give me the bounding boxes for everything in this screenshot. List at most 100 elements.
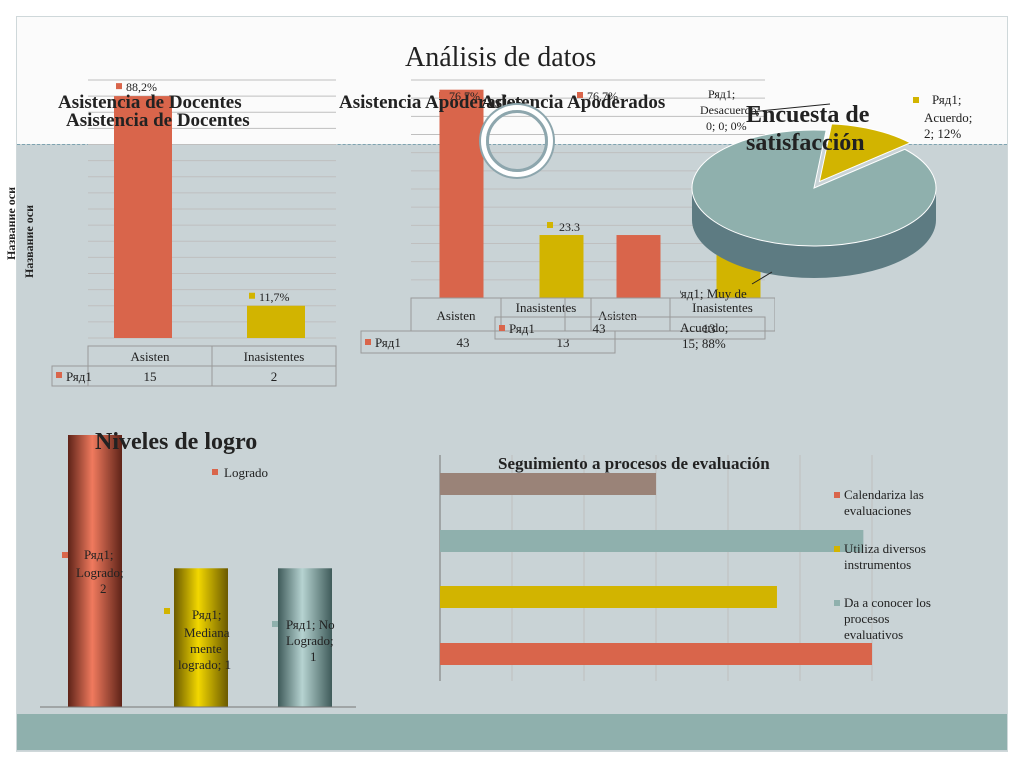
axis-label-vertical-2: Название оси bbox=[22, 204, 36, 278]
chart-logro: Niveles de logroLogradoРяд1;Logrado;2Ряд… bbox=[40, 429, 356, 708]
bar-1 bbox=[616, 235, 661, 298]
data-label: Ряд1; No bbox=[286, 617, 335, 632]
bar-3 bbox=[440, 473, 656, 495]
table-legend-key bbox=[56, 372, 62, 378]
leader-line bbox=[749, 103, 831, 113]
table-legend-key bbox=[499, 325, 505, 331]
data-label: Logrado; bbox=[286, 633, 334, 648]
data-label: Logrado; bbox=[76, 565, 124, 580]
data-label: Ряд1; bbox=[84, 547, 113, 562]
bar-1 bbox=[440, 586, 777, 608]
data-label: 76,7% bbox=[587, 89, 618, 103]
data-label: logrado; 1 bbox=[178, 657, 231, 672]
bar-1 bbox=[247, 305, 305, 338]
table-cell-value: 43 bbox=[593, 321, 606, 336]
pie-slice-1 bbox=[818, 123, 912, 183]
pie-side bbox=[692, 188, 936, 278]
bar-0 bbox=[440, 643, 872, 665]
bar-2 bbox=[278, 568, 332, 707]
chart-title: Asistencia de Docentes bbox=[58, 92, 242, 113]
legend-key-logrado bbox=[212, 469, 218, 475]
data-label-marker bbox=[577, 92, 583, 98]
slice-label-muy-acuerdo: Ряд1; Muy de bbox=[680, 286, 747, 301]
legend-key bbox=[834, 492, 840, 498]
legend-entry: Da a conocer los bbox=[844, 595, 931, 610]
table-cell-value: 13 bbox=[703, 321, 716, 336]
chart-title: satisfacción bbox=[746, 130, 865, 156]
bar-2 bbox=[440, 530, 864, 552]
data-label-marker bbox=[547, 222, 553, 228]
data-label: 2 bbox=[100, 581, 107, 596]
slice-label-acuerdo: 2; 12% bbox=[924, 126, 961, 141]
slice-label-acuerdo: Acuerdo; bbox=[924, 110, 972, 125]
table-category-label: Inasistentes bbox=[244, 349, 305, 364]
slice-label-muy-acuerdo: 15; 88% bbox=[682, 336, 726, 351]
chart-title: Niveles de logro bbox=[95, 429, 257, 455]
table-series-name: Ряд1 bbox=[66, 369, 92, 384]
footer-bar bbox=[17, 714, 1007, 750]
data-label-marker bbox=[272, 621, 278, 627]
legend-entry: instrumentos bbox=[844, 557, 911, 572]
table-series-name: Ряд1 bbox=[375, 335, 401, 350]
slice-label-desacuerdo: Ряд1; bbox=[708, 87, 735, 101]
bar-secondary-0 bbox=[539, 235, 584, 298]
chart-title: Seguimiento a procesos de evaluación bbox=[498, 454, 770, 473]
legend-entry: Calendariza las bbox=[844, 487, 924, 502]
table-data-row-2 bbox=[494, 316, 766, 340]
data-label: 23.3 bbox=[559, 220, 580, 234]
leader-line bbox=[751, 271, 773, 285]
legend-entry: Utiliza diversos bbox=[844, 541, 926, 556]
chart-encuesta: Ряд1;Desacuerdo;0; 0; 0%Ряд1;Acuerdo;2; … bbox=[680, 87, 972, 351]
legend-key bbox=[834, 546, 840, 552]
table-legend-key bbox=[365, 339, 371, 345]
table-category-label: Inasistentes bbox=[692, 300, 753, 315]
data-label: Mediana bbox=[184, 625, 230, 640]
pie-slice-2 bbox=[691, 129, 937, 247]
table-cell-value: 2 bbox=[271, 369, 278, 384]
data-label-marker bbox=[116, 83, 122, 90]
chart-title-shadow: Asistencia de Docentes bbox=[66, 110, 250, 131]
slice-label-muy-acuerdo: Acuerdo; bbox=[680, 320, 728, 335]
table-cell-value: 13 bbox=[557, 335, 570, 350]
data-label-marker bbox=[439, 92, 445, 98]
chart-apoderados: 76,7%76,7%23.323.3AsistenInasistentesAsi… bbox=[339, 79, 775, 354]
slide-title: Análisis de datos bbox=[405, 42, 597, 73]
slice-label-desacuerdo: Desacuerdo; bbox=[700, 103, 760, 117]
data-label: 88,2% bbox=[126, 80, 157, 94]
data-label: mente bbox=[190, 641, 222, 656]
bar-0 bbox=[114, 96, 172, 338]
legend-entry: procesos bbox=[844, 611, 890, 626]
chart-title-shadow: Asistencia Apoderados bbox=[481, 92, 665, 113]
legend-entry: evaluativos bbox=[844, 627, 903, 642]
axis-label-vertical: Название оси bbox=[4, 186, 18, 260]
slice-label-acuerdo: Ряд1; bbox=[932, 92, 961, 107]
table-data-row bbox=[51, 365, 337, 387]
chart-docentes: 88,2% 11,7% Asisten 15 Inasistentes 2 Ряд1 Asis… bbox=[51, 79, 337, 387]
bar-0 bbox=[439, 89, 484, 298]
chart-title: Asistencia Apoderados bbox=[339, 92, 523, 113]
legend-key-acuerdo bbox=[913, 97, 919, 103]
legend-entry: Logrado bbox=[224, 465, 268, 480]
bar-0 bbox=[68, 435, 122, 707]
bar-1 bbox=[174, 568, 228, 707]
table-category-label: Asisten bbox=[437, 308, 477, 323]
table-data-row bbox=[360, 330, 616, 354]
chart-seguimiento: Seguimiento a procesos de evaluación Cale… bbox=[439, 454, 931, 681]
legend-key bbox=[834, 600, 840, 606]
table-category-label: Asisten bbox=[598, 308, 638, 323]
table-series-name: Ряд1 bbox=[509, 321, 535, 336]
data-label-marker bbox=[164, 608, 170, 614]
table-cell-value: 15 bbox=[144, 369, 157, 384]
data-label-marker bbox=[249, 292, 255, 299]
table-cell-value: 43 bbox=[457, 335, 470, 350]
data-label: 11,7% bbox=[259, 290, 290, 304]
data-label: 76,7% bbox=[449, 89, 480, 103]
data-label: 1 bbox=[310, 649, 317, 664]
data-label: Ряд1; bbox=[192, 607, 221, 622]
table-category-label: Asisten bbox=[131, 349, 171, 364]
data-label-marker bbox=[62, 552, 68, 558]
table-category-label: Inasistentes bbox=[516, 300, 577, 315]
ring-decoration bbox=[486, 110, 548, 172]
legend-entry: evaluaciones bbox=[844, 503, 911, 518]
